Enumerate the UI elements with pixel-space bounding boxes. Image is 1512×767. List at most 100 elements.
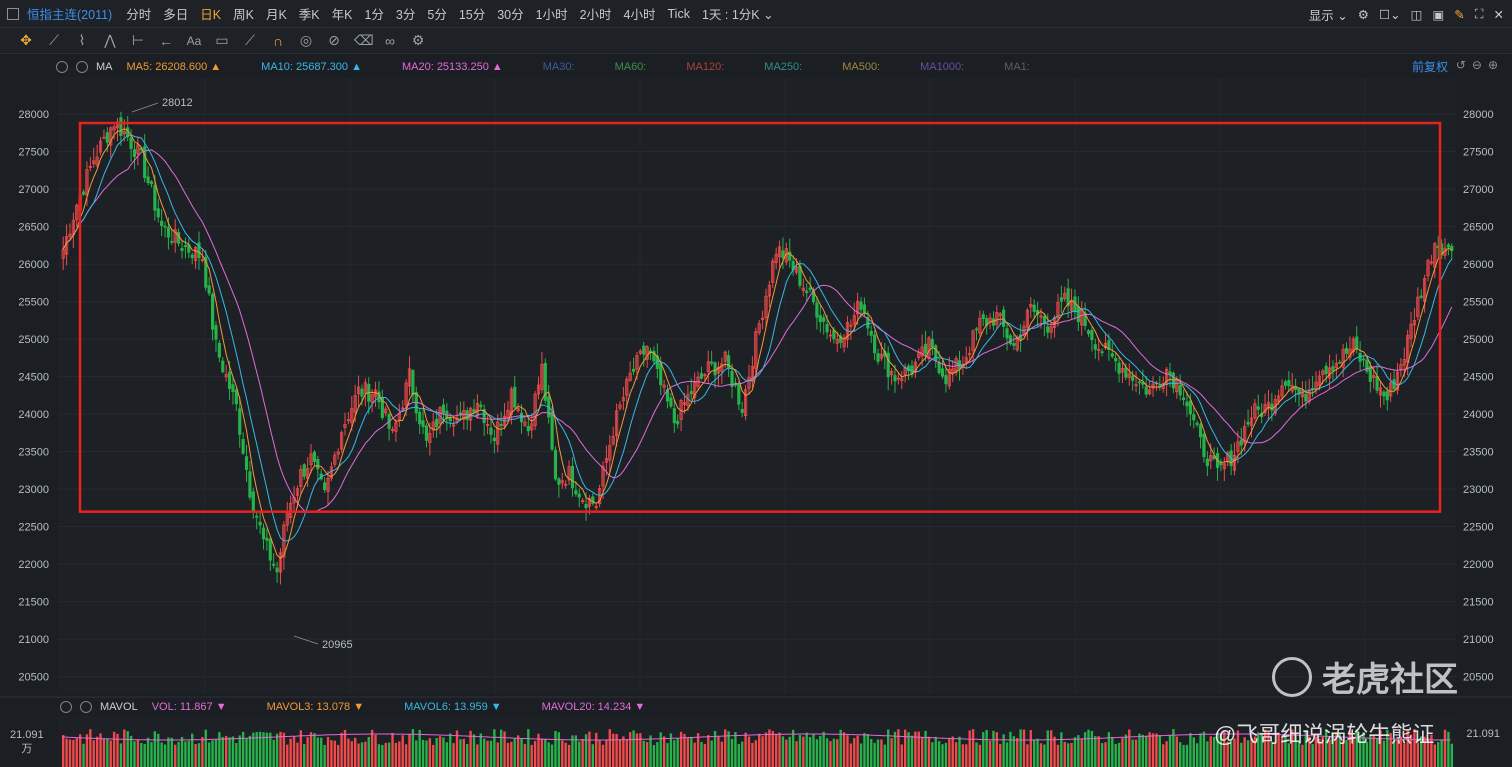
interval-select[interactable]: 1天 : 1分K ⌄ [701,8,774,22]
volume-bar [241,731,245,767]
volume-bar [357,743,360,767]
volume-bar [1365,741,1369,767]
candle-body [170,240,174,243]
lock-icon[interactable]: ◎ [299,32,313,48]
volume-bar [642,740,645,767]
tab-tf-4[interactable]: 月K [265,8,287,22]
tab-tf-15[interactable]: Tick [667,6,690,21]
volume-bar [1420,736,1423,767]
arrow-icon[interactable]: ← [159,32,173,49]
settings-icon[interactable] [60,701,72,713]
candle-body [815,302,819,318]
volume-bar [662,736,666,767]
tab-tf-5[interactable]: 季K [298,8,320,22]
symbol-title[interactable]: 恒指主连(2011) [27,8,113,22]
candle-body [615,410,619,437]
tab-tf-11[interactable]: 30分 [497,8,524,22]
volume-bar [1345,739,1348,767]
settings-icon[interactable]: ⚙ [411,32,425,48]
tab-tf-13[interactable]: 2小时 [579,8,612,22]
volume-bar [557,732,561,767]
candle-body [418,411,422,425]
y-tick-right: 25000 [1463,334,1494,346]
volume-bar [1053,736,1056,767]
candle-body [757,323,761,333]
camera-icon[interactable]: ◫ [1410,7,1423,22]
candle-body [1300,390,1304,398]
tab-tf-0[interactable]: 分时 [126,8,152,22]
candle-body [1202,434,1206,458]
tab-tf-12[interactable]: 1小时 [535,8,568,22]
volume-bar [1100,743,1104,767]
reset-zoom-icons[interactable]: ↺⊖⊕ [1455,58,1504,72]
candle-body [1283,381,1288,386]
volume-bar [1352,736,1355,767]
candle-body [452,424,456,427]
candle-body [431,421,435,431]
volume-bar [1185,744,1189,767]
move-icon[interactable]: ✥ [20,32,32,48]
gear-icon[interactable]: ⚙ [1357,7,1369,22]
tiger-logo-icon [1272,656,1312,697]
volume-bar [948,737,951,767]
volume-bar [394,742,398,767]
volume-bar [174,744,177,767]
volume-bar [224,735,228,767]
volume-bar [1111,736,1114,767]
volume-bar [771,730,774,767]
display-menu[interactable]: 显示 ⌄ [1308,8,1348,23]
volume-bar [547,742,550,767]
candle-body [1175,379,1179,392]
note-icon[interactable]: ▭ [215,32,229,48]
trash-icon[interactable]: ⌫ [354,32,374,48]
volume-bar [445,742,449,767]
pen-icon[interactable]: ⟋ [245,32,255,48]
candle-body [407,368,412,387]
volume-bar [1324,729,1328,767]
tab-tf-3[interactable]: 周K [233,8,254,22]
fullscreen-icon[interactable]: ⛶ [1474,6,1484,21]
link-icon[interactable]: ∞ [385,32,395,49]
tab-tf-2[interactable]: 日K [200,8,222,22]
settings-icon[interactable] [56,61,68,73]
image-icon[interactable]: ▣ [1432,7,1445,22]
pencil-icon[interactable]: ✎ [1454,7,1465,22]
tab-tf-10[interactable]: 15分 [458,8,486,22]
tab-tf-6[interactable]: 年K [331,8,353,22]
layout-icon[interactable] [7,7,19,20]
vol-item-2: MAVOL6: 13.959 ▼ [404,701,502,713]
tab-tf-9[interactable]: 5分 [427,8,447,22]
tab-tf-1[interactable]: 多日 [163,8,189,22]
magnet-icon[interactable]: ∩ [272,32,284,49]
candle-body [1361,358,1366,361]
volume-bar [252,732,255,767]
tab-tf-8[interactable]: 3分 [395,8,416,22]
volume-bar [622,736,625,767]
candle-body [543,362,547,401]
candle-body [346,419,350,422]
mavol20-line [61,733,1451,741]
tab-tf-7[interactable]: 1分 [364,8,384,22]
eye-off-icon[interactable]: ⊘ [328,32,340,48]
pattern-icon[interactable]: ⋀ [104,32,116,48]
measure-icon[interactable]: ⊢ [131,32,145,48]
line-icon[interactable]: ⟋ [49,32,59,48]
candle-body [866,317,870,329]
volume-bar [927,736,931,767]
tab-tf-14[interactable]: 4小时 [623,8,656,22]
candle-body [706,361,710,372]
candle-body [241,439,245,454]
volume-bar [1331,732,1335,767]
text-icon[interactable]: Aa [186,33,202,48]
brush-icon[interactable]: ⌇ [78,32,86,48]
adjust-button[interactable]: 前复权 [1411,60,1448,74]
candle-body [598,487,602,504]
close-icon[interactable] [76,61,88,73]
close-icon[interactable] [80,701,92,713]
volume-bar [1433,744,1437,767]
volume-bar [628,732,632,767]
close-icon[interactable]: ✕ [1493,7,1504,22]
square-icon[interactable]: ☐⌄ [1378,7,1401,22]
volume-bar [153,731,157,767]
